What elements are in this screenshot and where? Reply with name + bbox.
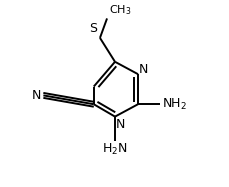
Text: N: N [138, 63, 148, 76]
Text: S: S [89, 22, 97, 35]
Text: N: N [32, 89, 41, 102]
Text: N: N [115, 117, 125, 131]
Text: NH$_2$: NH$_2$ [161, 97, 186, 112]
Text: H$_2$N: H$_2$N [102, 142, 127, 157]
Text: CH$_3$: CH$_3$ [108, 3, 131, 17]
